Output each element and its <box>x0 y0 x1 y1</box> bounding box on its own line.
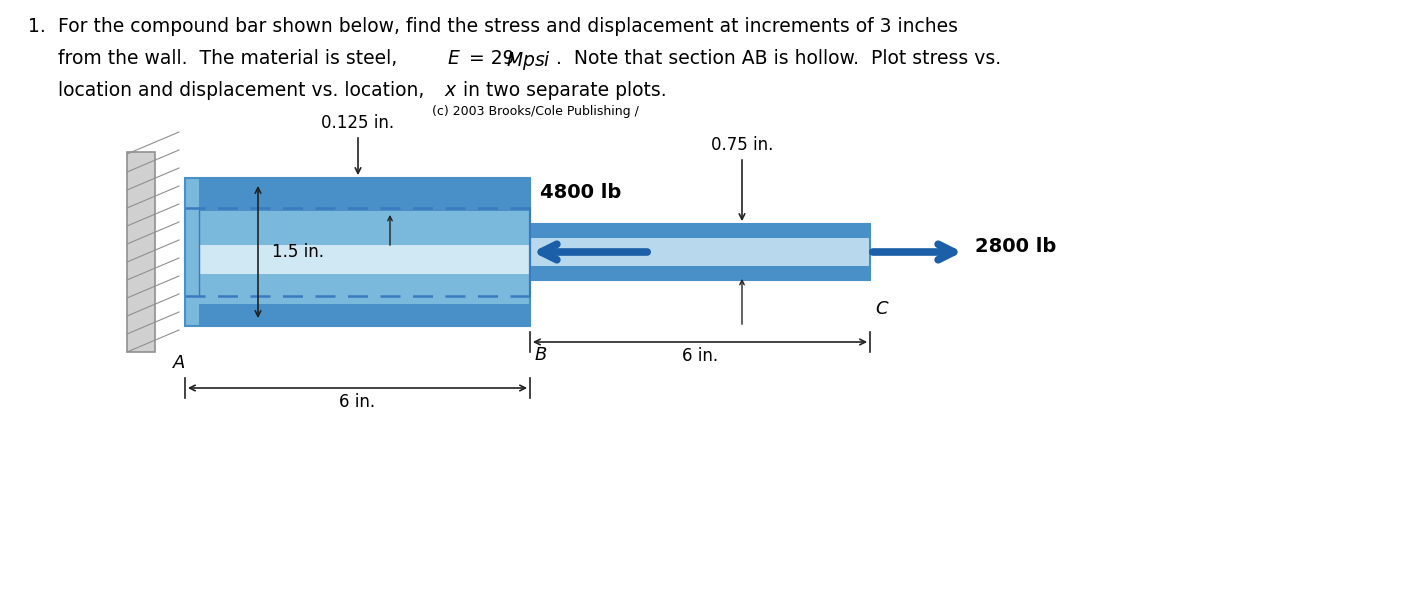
Bar <box>529 224 870 280</box>
Text: 1.5 in.: 1.5 in. <box>273 243 324 261</box>
Text: For the compound bar shown below, find the stress and displacement at increments: For the compound bar shown below, find t… <box>59 17 958 36</box>
Text: 4800 lb: 4800 lb <box>539 183 621 202</box>
Bar <box>186 178 198 326</box>
Bar <box>186 178 529 211</box>
Bar <box>127 152 156 352</box>
Text: 6 in.: 6 in. <box>682 347 718 365</box>
Text: 2800 lb: 2800 lb <box>975 238 1056 256</box>
Text: C: C <box>875 300 888 318</box>
Text: 0.75 in.: 0.75 in. <box>711 136 773 154</box>
Text: .  Note that section AB is hollow.  Plot stress vs.: . Note that section AB is hollow. Plot s… <box>557 49 1002 68</box>
Text: 1.: 1. <box>29 17 46 36</box>
Bar <box>186 211 529 244</box>
Bar <box>186 304 529 326</box>
Bar <box>186 274 529 304</box>
Text: $Mpsi$: $Mpsi$ <box>507 49 551 72</box>
Text: $E$: $E$ <box>447 49 461 68</box>
Bar <box>529 266 870 280</box>
Text: (c) 2003 Brooks/Cole Publishing /: (c) 2003 Brooks/Cole Publishing / <box>431 105 638 119</box>
Text: from the wall.  The material is steel,: from the wall. The material is steel, <box>59 49 410 68</box>
Text: A: A <box>173 354 186 372</box>
Text: 6 in.: 6 in. <box>340 393 375 411</box>
Bar <box>186 178 529 326</box>
Text: location and displacement vs. location,: location and displacement vs. location, <box>59 81 437 100</box>
Text: 0.125 in.: 0.125 in. <box>321 114 394 132</box>
Text: = 29: = 29 <box>462 49 521 68</box>
Text: $x$: $x$ <box>444 81 458 100</box>
Bar <box>186 244 529 274</box>
Bar <box>529 238 870 266</box>
Bar <box>529 224 870 238</box>
Text: in two separate plots.: in two separate plots. <box>457 81 666 100</box>
Text: B: B <box>535 346 548 364</box>
